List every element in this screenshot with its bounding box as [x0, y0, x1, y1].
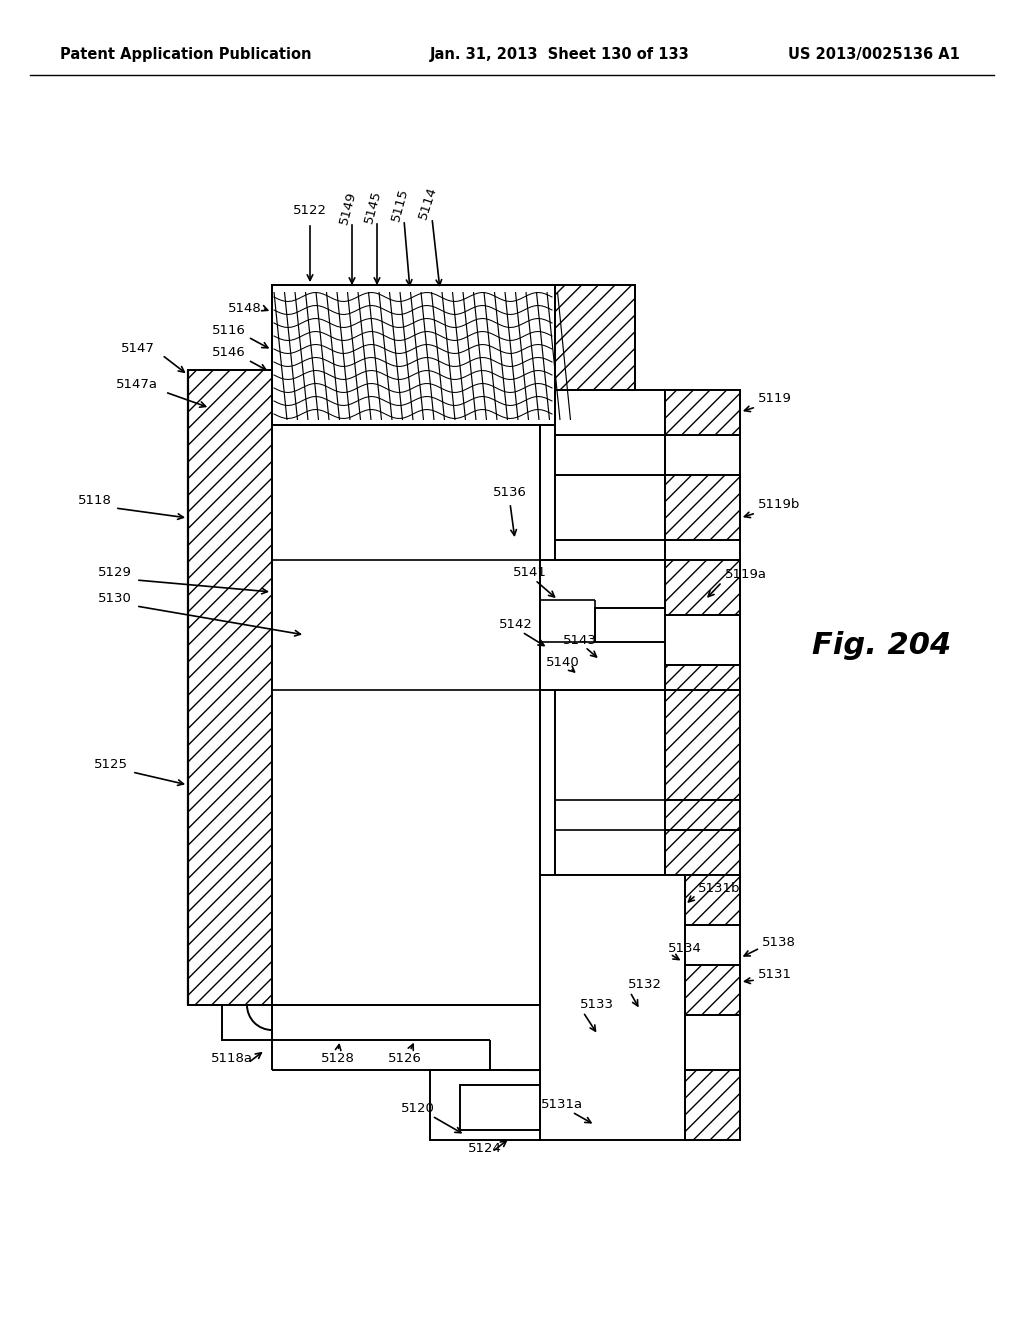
- Text: 5136: 5136: [494, 486, 527, 499]
- Text: 5125: 5125: [94, 759, 128, 771]
- Bar: [510, 285, 555, 425]
- Text: 5141: 5141: [513, 565, 547, 578]
- Text: 5126: 5126: [388, 1052, 422, 1064]
- Text: 5143: 5143: [563, 634, 597, 647]
- Bar: [555, 389, 665, 560]
- Bar: [272, 425, 540, 1005]
- Text: 5147a: 5147a: [116, 379, 158, 392]
- Text: 5145: 5145: [362, 189, 384, 224]
- Text: 5120: 5120: [401, 1101, 435, 1114]
- Bar: [665, 475, 740, 540]
- Polygon shape: [540, 875, 740, 1140]
- Text: 5147: 5147: [121, 342, 155, 355]
- Text: 5129: 5129: [98, 565, 132, 578]
- Bar: [685, 1071, 740, 1140]
- Text: 5132: 5132: [628, 978, 662, 991]
- Text: 5119: 5119: [758, 392, 792, 404]
- Bar: [490, 285, 555, 389]
- Bar: [272, 285, 310, 425]
- Text: 5119a: 5119a: [725, 569, 767, 582]
- Bar: [665, 560, 740, 615]
- Bar: [222, 1005, 272, 1040]
- Bar: [555, 690, 665, 875]
- Bar: [665, 389, 740, 436]
- Text: 5119b: 5119b: [758, 499, 801, 511]
- Text: 5130: 5130: [98, 591, 132, 605]
- Bar: [272, 285, 380, 389]
- Bar: [685, 875, 740, 925]
- Polygon shape: [555, 560, 740, 690]
- Text: 5134: 5134: [668, 941, 701, 954]
- Text: 5140: 5140: [546, 656, 580, 668]
- Bar: [665, 665, 740, 690]
- Text: 5149: 5149: [337, 190, 358, 226]
- Text: 5124: 5124: [468, 1142, 502, 1155]
- Text: 5122: 5122: [293, 203, 327, 216]
- Bar: [555, 285, 635, 389]
- Text: Fig. 204: Fig. 204: [812, 631, 951, 660]
- Text: 5131b: 5131b: [698, 882, 740, 895]
- Text: 5142: 5142: [499, 619, 532, 631]
- Text: Patent Application Publication: Patent Application Publication: [60, 48, 311, 62]
- Text: Jan. 31, 2013  Sheet 130 of 133: Jan. 31, 2013 Sheet 130 of 133: [430, 48, 690, 62]
- Text: 5114: 5114: [417, 185, 439, 222]
- Bar: [272, 285, 555, 425]
- Bar: [188, 370, 272, 1005]
- Text: 5115: 5115: [389, 187, 411, 223]
- Bar: [460, 1085, 540, 1130]
- Text: 5131: 5131: [758, 969, 792, 982]
- Text: 5118a: 5118a: [211, 1052, 253, 1064]
- Text: 5118: 5118: [78, 494, 112, 507]
- Polygon shape: [555, 690, 740, 875]
- Bar: [665, 800, 740, 830]
- Text: 5133: 5133: [580, 998, 614, 1011]
- Text: 5131a: 5131a: [541, 1098, 583, 1111]
- Text: 5138: 5138: [762, 936, 796, 949]
- Text: 5116: 5116: [212, 323, 246, 337]
- Bar: [685, 965, 740, 1015]
- Text: 5128: 5128: [322, 1052, 355, 1064]
- Text: 5146: 5146: [212, 346, 246, 359]
- Text: 5148: 5148: [228, 301, 262, 314]
- Polygon shape: [555, 285, 740, 560]
- Bar: [430, 1071, 540, 1140]
- Text: US 2013/0025136 A1: US 2013/0025136 A1: [788, 48, 961, 62]
- Polygon shape: [540, 560, 665, 690]
